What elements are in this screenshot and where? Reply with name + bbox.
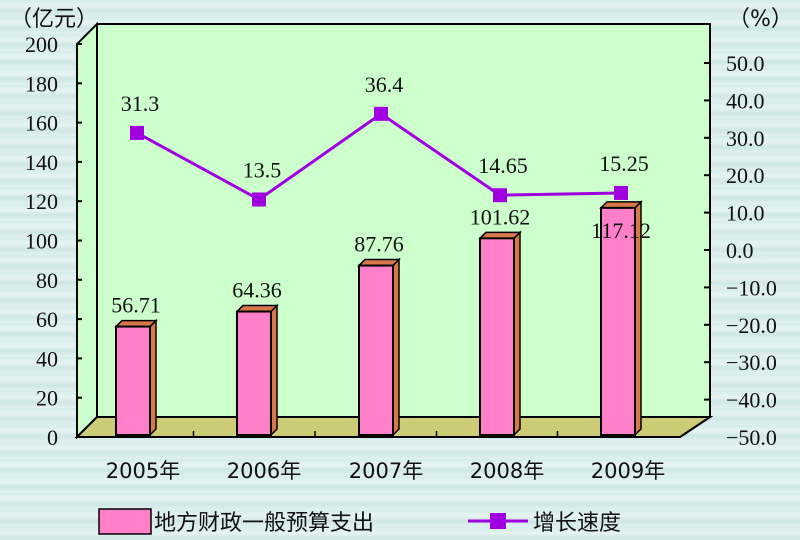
bar-front xyxy=(479,237,515,436)
bar-value-label: 87.76 xyxy=(354,232,404,257)
bar: 101.62 xyxy=(470,204,531,437)
legend-label-line: 增长速度 xyxy=(533,511,621,536)
line-marker xyxy=(130,125,144,140)
bar: 117.12 xyxy=(591,200,651,437)
right-tick-label: −30.0 xyxy=(726,350,777,375)
line-value-label: 14.65 xyxy=(478,153,528,178)
bar: 87.76 xyxy=(354,232,404,437)
legend: 地方财政一般预算支出 增长速度 xyxy=(98,508,621,536)
bar-front xyxy=(600,206,636,436)
left-tick-label: 40 xyxy=(36,346,58,371)
left-tick-label: 200 xyxy=(25,32,58,57)
right-tick-label: 50.0 xyxy=(726,51,765,76)
side-wall xyxy=(76,21,98,440)
bar-front xyxy=(236,310,272,436)
line-marker xyxy=(252,192,266,207)
x-tick-label: 2008年 xyxy=(470,459,544,483)
left-y-axis: 0 20 40 60 80 100 120 140 160 180 200（亿元） xyxy=(10,7,98,450)
right-tick-label: −20.0 xyxy=(726,313,777,338)
right-tick-label: 0.0 xyxy=(726,238,754,263)
left-tick-label: 160 xyxy=(25,111,58,136)
right-tick-label: −50.0 xyxy=(726,425,777,450)
line-marker xyxy=(374,106,388,121)
legend-marker-icon xyxy=(490,513,506,529)
bar-value-label: 64.36 xyxy=(232,278,282,303)
left-tick-label: 180 xyxy=(25,71,58,96)
x-tick-label: 2009年 xyxy=(591,459,665,483)
right-tick-label: 40.0 xyxy=(726,88,765,113)
x-tick-label: 2006年 xyxy=(227,459,301,483)
bar: 56.71 xyxy=(111,293,161,437)
legend-swatch-bar xyxy=(98,508,152,535)
line-marker xyxy=(614,185,628,200)
legend-label-bar: 地方财政一般预算支出 xyxy=(154,511,374,536)
right-tick-label: −40.0 xyxy=(726,388,777,413)
bar-value-label: 56.71 xyxy=(111,293,161,318)
bar-value-label: 117.12 xyxy=(591,218,651,243)
left-tick-label: 60 xyxy=(36,307,58,332)
left-tick-label: 20 xyxy=(36,386,58,411)
right-tick-label: −10.0 xyxy=(726,275,777,300)
right-tick-label: 10.0 xyxy=(726,201,765,226)
bar: 64.36 xyxy=(232,278,282,437)
line-series: 31.3 13.5 36.4 14.65 15.25 xyxy=(121,72,649,207)
right-tick-label: 20.0 xyxy=(726,163,765,188)
bar-value-label: 101.62 xyxy=(470,204,531,229)
x-tick-label: 2005年 xyxy=(106,459,180,483)
right-y-axis: −50.0 −40.0 −30.0 −20.0 −10.0 0.0 10.0 20.0 30.0… xyxy=(704,7,793,450)
bar-front xyxy=(358,264,394,436)
line-value-label: 36.4 xyxy=(365,72,404,97)
right-tick-label: 30.0 xyxy=(726,126,765,151)
x-tick-label: 2007年 xyxy=(349,459,423,483)
line-value-label: 31.3 xyxy=(121,91,160,116)
bar-front xyxy=(115,325,151,436)
bar-series: 56.71 64.36 87.76 101.62 117.12 xyxy=(111,200,651,437)
left-tick-label: 140 xyxy=(25,150,58,175)
line-value-label: 13.5 xyxy=(243,158,282,183)
line-marker xyxy=(493,188,507,203)
left-tick-label: 80 xyxy=(36,268,58,293)
x-axis: 2005年 2006年 2007年 2008年 2009年 xyxy=(106,459,665,483)
left-tick-label: 120 xyxy=(25,189,58,214)
right-axis-unit: （%） xyxy=(728,7,793,32)
left-axis-unit: （亿元） xyxy=(10,7,98,32)
left-tick-label: 100 xyxy=(25,229,58,254)
left-tick-label: 0 xyxy=(47,425,58,450)
line-value-label: 15.25 xyxy=(599,151,649,176)
